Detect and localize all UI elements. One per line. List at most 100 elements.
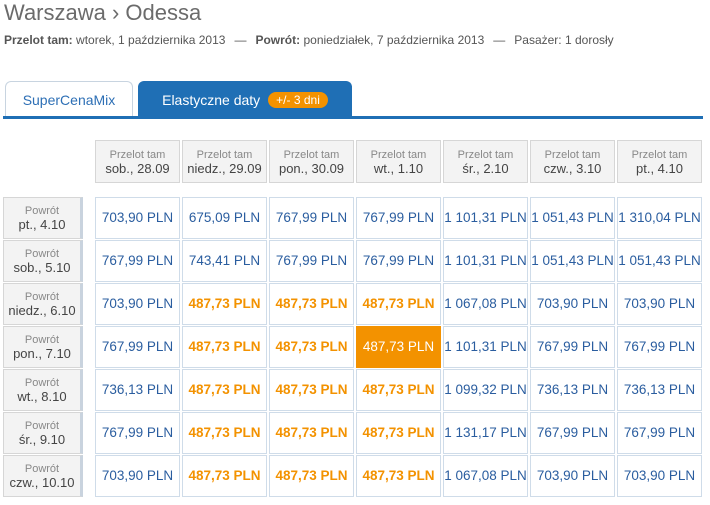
price-cell[interactable]: 703,90 PLN bbox=[530, 283, 615, 325]
row-date: pt., 4.10 bbox=[18, 217, 66, 232]
column-date: czw., 3.10 bbox=[543, 161, 602, 176]
price-cell[interactable]: 703,90 PLN bbox=[617, 455, 702, 497]
tab-label: SuperCenaMix bbox=[22, 92, 116, 108]
column-date: pon., 30.09 bbox=[278, 161, 345, 176]
price-cell[interactable]: 703,90 PLN bbox=[95, 197, 180, 239]
price-cell[interactable]: 487,73 PLN bbox=[182, 412, 267, 454]
row-header: Powrót śr., 9.10 bbox=[3, 412, 83, 454]
price-cell[interactable]: 767,99 PLN bbox=[269, 197, 354, 239]
tab[interactable]: Elastyczne daty +/- 3 dni bbox=[138, 81, 352, 117]
column-date: pt., 4.10 bbox=[636, 161, 683, 176]
price-cell[interactable]: 1 051,43 PLN bbox=[530, 240, 615, 282]
price-cell[interactable]: 767,99 PLN bbox=[95, 240, 180, 282]
price-cell[interactable]: 767,99 PLN bbox=[269, 240, 354, 282]
column-label: Przelot tam bbox=[370, 149, 427, 161]
price-cell[interactable]: 1 101,31 PLN bbox=[443, 240, 528, 282]
row-label: Powrót bbox=[24, 291, 60, 303]
price-cell[interactable]: 743,41 PLN bbox=[182, 240, 267, 282]
row-date: wt., 8.10 bbox=[17, 389, 67, 404]
price-cell[interactable]: 703,90 PLN bbox=[95, 283, 180, 325]
row-label: Powrót bbox=[24, 334, 60, 346]
price-cell[interactable]: 736,13 PLN bbox=[95, 369, 180, 411]
price-cell[interactable]: 767,99 PLN bbox=[617, 412, 702, 454]
price-cell[interactable]: 487,73 PLN bbox=[356, 455, 441, 497]
price-cell[interactable]: 767,99 PLN bbox=[356, 197, 441, 239]
price-cell[interactable]: 487,73 PLN bbox=[356, 326, 441, 368]
label: Powrót: bbox=[255, 33, 301, 47]
column-date: wt., 1.10 bbox=[373, 161, 424, 176]
row-label: Powrót bbox=[24, 463, 60, 475]
row-date: sob., 5.10 bbox=[13, 260, 71, 275]
price-cell[interactable]: 767,99 PLN bbox=[95, 412, 180, 454]
column-label: Przelot tam bbox=[631, 149, 688, 161]
price-cell[interactable]: 487,73 PLN bbox=[269, 326, 354, 368]
price-cell[interactable]: 487,73 PLN bbox=[182, 283, 267, 325]
separator: — bbox=[234, 33, 247, 47]
price-cell[interactable]: 487,73 PLN bbox=[356, 283, 441, 325]
column-header: Przelot tam wt., 1.10 bbox=[356, 140, 441, 183]
column-date: sob., 28.09 bbox=[105, 161, 170, 176]
row-date: czw., 10.10 bbox=[9, 475, 75, 490]
price-cell[interactable]: 703,90 PLN bbox=[95, 455, 180, 497]
price-cell[interactable]: 487,73 PLN bbox=[182, 455, 267, 497]
tab-underline bbox=[3, 116, 703, 119]
price-cell[interactable]: 1 067,08 PLN bbox=[443, 455, 528, 497]
price-cell[interactable]: 487,73 PLN bbox=[182, 326, 267, 368]
price-cell[interactable]: 1 131,17 PLN bbox=[443, 412, 528, 454]
row-label: Powrót bbox=[24, 248, 60, 260]
price-cell[interactable]: 487,73 PLN bbox=[182, 369, 267, 411]
row-label: Powrót bbox=[24, 420, 60, 432]
price-cell[interactable]: 1 101,31 PLN bbox=[443, 197, 528, 239]
column-date: niedz., 29.09 bbox=[187, 161, 262, 176]
price-cell[interactable]: 767,99 PLN bbox=[617, 326, 702, 368]
price-cell[interactable]: 767,99 PLN bbox=[95, 326, 180, 368]
price-cell[interactable]: 487,73 PLN bbox=[356, 412, 441, 454]
tab[interactable]: SuperCenaMix bbox=[5, 81, 133, 117]
price-cell[interactable]: 736,13 PLN bbox=[617, 369, 702, 411]
price-cell[interactable]: 1 310,04 PLN bbox=[617, 197, 702, 239]
row-label: Powrót bbox=[24, 205, 60, 217]
row-header: Powrót sob., 5.10 bbox=[3, 240, 83, 282]
price-cell[interactable]: 675,09 PLN bbox=[182, 197, 267, 239]
row-header: Powrót pon., 7.10 bbox=[3, 326, 83, 368]
tab-label: Elastyczne daty bbox=[162, 92, 261, 108]
price-cell[interactable]: 487,73 PLN bbox=[356, 369, 441, 411]
column-label: Przelot tam bbox=[544, 149, 601, 161]
column-label: Przelot tam bbox=[283, 149, 340, 161]
trip-summary: Przelot tam: wtorek, 1 października 2013… bbox=[4, 33, 614, 47]
route-title: Warszawa › Odessa bbox=[4, 0, 202, 25]
value: 1 dorosły bbox=[564, 33, 614, 47]
price-cell[interactable]: 703,90 PLN bbox=[617, 283, 702, 325]
price-cell[interactable]: 1 051,43 PLN bbox=[617, 240, 702, 282]
row-header: Powrót czw., 10.10 bbox=[3, 455, 83, 497]
price-cell[interactable]: 1 051,43 PLN bbox=[530, 197, 615, 239]
value: wtorek, 1 października 2013 bbox=[76, 33, 226, 47]
price-cell[interactable]: 1 067,08 PLN bbox=[443, 283, 528, 325]
price-cell[interactable]: 1 099,32 PLN bbox=[443, 369, 528, 411]
price-cell[interactable]: 767,99 PLN bbox=[530, 326, 615, 368]
price-cell[interactable]: 1 101,31 PLN bbox=[443, 326, 528, 368]
price-cell[interactable]: 487,73 PLN bbox=[269, 412, 354, 454]
value: poniedziałek, 7 października 2013 bbox=[303, 33, 485, 47]
column-header: Przelot tam pon., 30.09 bbox=[269, 140, 354, 183]
row-label: Powrót bbox=[24, 377, 60, 389]
price-cell[interactable]: 767,99 PLN bbox=[356, 240, 441, 282]
price-cell[interactable]: 487,73 PLN bbox=[269, 283, 354, 325]
label: Pasażer: bbox=[514, 33, 562, 47]
price-cell[interactable]: 736,13 PLN bbox=[530, 369, 615, 411]
price-cell[interactable]: 487,73 PLN bbox=[269, 455, 354, 497]
separator: — bbox=[493, 33, 506, 47]
column-label: Przelot tam bbox=[457, 149, 514, 161]
price-cell[interactable]: 703,90 PLN bbox=[530, 455, 615, 497]
price-cell[interactable]: 767,99 PLN bbox=[530, 412, 615, 454]
price-cell[interactable]: 487,73 PLN bbox=[269, 369, 354, 411]
column-header: Przelot tam pt., 4.10 bbox=[617, 140, 702, 183]
column-header: Przelot tam śr., 2.10 bbox=[443, 140, 528, 183]
label: Przelot tam: bbox=[4, 33, 73, 47]
row-date: śr., 9.10 bbox=[18, 432, 66, 447]
badge: +/- 3 dni bbox=[268, 92, 328, 108]
row-header: Powrót pt., 4.10 bbox=[3, 197, 83, 239]
row-header: Powrót niedz., 6.10 bbox=[3, 283, 83, 325]
column-header: Przelot tam niedz., 29.09 bbox=[182, 140, 267, 183]
